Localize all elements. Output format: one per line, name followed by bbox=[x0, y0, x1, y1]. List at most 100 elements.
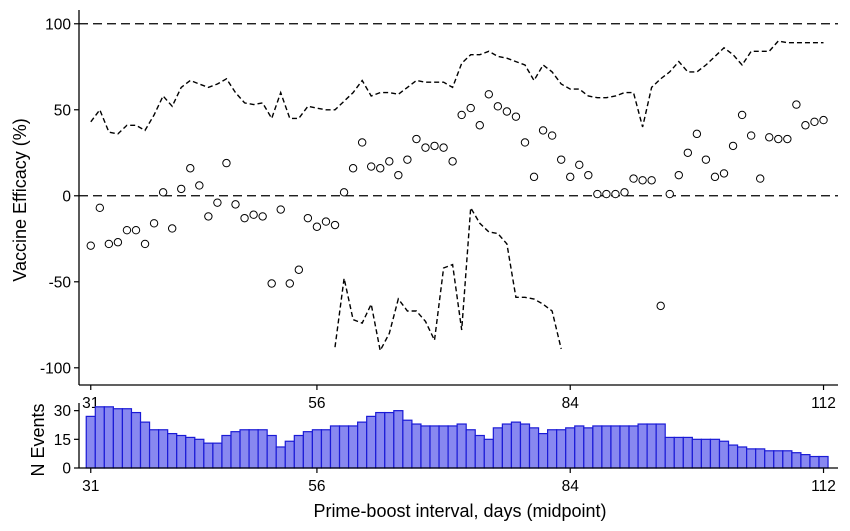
efficacy-point bbox=[158, 188, 168, 197]
efficacy-point bbox=[611, 189, 620, 199]
events-bar bbox=[185, 436, 196, 469]
efficacy-point bbox=[222, 158, 231, 168]
x-tick-label-events: 112 bbox=[811, 478, 836, 495]
efficacy-point bbox=[267, 279, 276, 288]
efficacy-point bbox=[421, 143, 430, 152]
y-tick-label-efficacy: -50 bbox=[49, 274, 72, 291]
events-bar bbox=[465, 429, 476, 469]
efficacy-point bbox=[195, 181, 204, 190]
efficacy-point bbox=[774, 134, 783, 144]
events-bar bbox=[574, 425, 585, 469]
events-bar bbox=[112, 408, 124, 469]
events-bar bbox=[474, 434, 485, 469]
x-tick-label-efficacy: 112 bbox=[811, 395, 836, 412]
efficacy-point bbox=[520, 138, 530, 147]
events-bar bbox=[266, 434, 277, 469]
events-bar bbox=[393, 410, 404, 469]
efficacy-point bbox=[810, 117, 819, 127]
events-bar bbox=[773, 450, 784, 469]
efficacy-point bbox=[357, 138, 367, 147]
efficacy-point bbox=[674, 170, 683, 180]
events-bar bbox=[601, 425, 612, 469]
events-bar bbox=[791, 452, 802, 469]
efficacy-point bbox=[122, 225, 132, 235]
efficacy-point bbox=[339, 188, 349, 197]
events-bar bbox=[366, 415, 377, 469]
efficacy-point bbox=[801, 121, 810, 130]
events-bar bbox=[456, 423, 467, 469]
efficacy-point bbox=[792, 100, 801, 109]
events-bar bbox=[782, 450, 793, 469]
efficacy-point bbox=[394, 170, 403, 180]
events-bar bbox=[800, 454, 811, 469]
efficacy-point bbox=[593, 189, 602, 199]
efficacy-point bbox=[177, 184, 186, 194]
y-tick-label-events: 0 bbox=[62, 461, 71, 478]
efficacy-point bbox=[638, 176, 647, 185]
y-tick-label-efficacy: 100 bbox=[45, 16, 71, 33]
events-bar bbox=[492, 427, 503, 469]
x-tick-label-events: 84 bbox=[562, 478, 580, 495]
y-tick-label-efficacy: 0 bbox=[62, 188, 71, 205]
events-bar bbox=[691, 438, 702, 469]
efficacy-point bbox=[765, 133, 774, 142]
events-bar bbox=[438, 425, 449, 469]
efficacy-point bbox=[466, 103, 475, 113]
efficacy-point bbox=[186, 164, 195, 173]
efficacy-point bbox=[620, 188, 629, 197]
events-bar bbox=[700, 438, 712, 469]
efficacy-point bbox=[692, 129, 702, 139]
efficacy-point bbox=[430, 141, 439, 151]
efficacy-point bbox=[484, 90, 494, 99]
efficacy-point bbox=[783, 134, 792, 144]
events-bar bbox=[221, 434, 232, 469]
efficacy-point bbox=[312, 222, 322, 231]
events-bar bbox=[429, 425, 440, 469]
events-bar bbox=[103, 406, 114, 469]
efficacy-point bbox=[547, 131, 557, 140]
events-bar bbox=[402, 419, 413, 469]
efficacy-point bbox=[439, 143, 448, 152]
efficacy-point bbox=[656, 301, 665, 311]
events-bar bbox=[664, 436, 675, 469]
efficacy-point bbox=[213, 198, 222, 207]
events-bar bbox=[682, 436, 693, 469]
efficacy-point bbox=[556, 155, 566, 164]
events-bar bbox=[736, 446, 748, 469]
efficacy-point bbox=[511, 112, 521, 121]
efficacy-point bbox=[746, 131, 756, 140]
y-axis-title-efficacy: Vaccine Efficacy (%) bbox=[10, 118, 30, 281]
efficacy-point bbox=[538, 126, 548, 135]
events-bar bbox=[139, 421, 151, 469]
events-bar bbox=[257, 429, 268, 469]
efficacy-point bbox=[104, 239, 114, 249]
events-bar bbox=[592, 425, 603, 469]
efficacy-point bbox=[367, 162, 376, 171]
events-bar bbox=[94, 406, 105, 469]
efficacy-point bbox=[303, 213, 313, 223]
x-tick-label-events: 31 bbox=[82, 478, 99, 495]
events-bar bbox=[755, 448, 766, 469]
events-bar bbox=[375, 411, 386, 469]
efficacy-point bbox=[276, 205, 285, 214]
events-bar bbox=[384, 411, 395, 469]
events-bar bbox=[818, 455, 829, 469]
events-bar bbox=[176, 434, 187, 469]
efficacy-point bbox=[566, 172, 575, 182]
efficacy-point bbox=[95, 203, 105, 213]
events-bar bbox=[329, 425, 341, 469]
y-tick-label-events: 30 bbox=[54, 403, 72, 420]
x-axis-title: Prime-boost interval, days (midpoint) bbox=[313, 501, 606, 521]
events-bar bbox=[320, 429, 332, 469]
events-bar bbox=[718, 440, 730, 469]
events-bar bbox=[619, 425, 630, 469]
events-bar bbox=[158, 429, 169, 469]
events-bar bbox=[556, 429, 567, 469]
efficacy-point bbox=[285, 279, 294, 288]
events-bar bbox=[338, 425, 350, 469]
efficacy-point bbox=[231, 200, 240, 209]
efficacy-point bbox=[756, 174, 765, 183]
efficacy-point bbox=[204, 212, 213, 221]
